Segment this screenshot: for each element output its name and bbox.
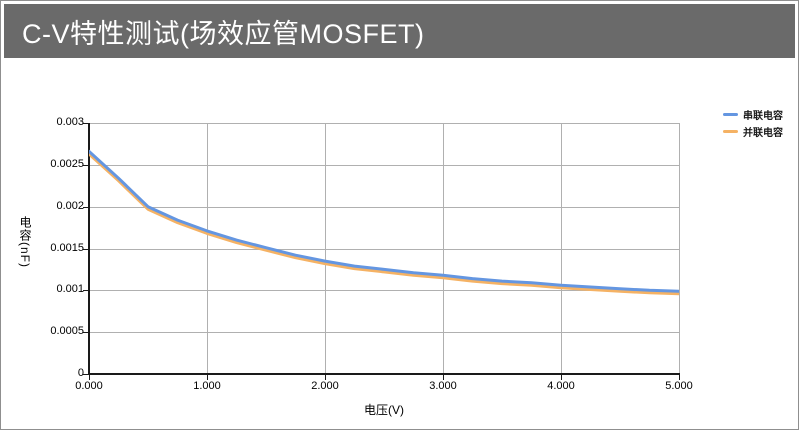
x-axis-title: 电压(V) bbox=[364, 403, 404, 417]
x-tick-mark bbox=[679, 375, 680, 380]
y-tick-mark bbox=[83, 206, 88, 208]
x-tick-mark bbox=[443, 375, 444, 380]
y-tick-label: 0.002 bbox=[56, 199, 84, 212]
page-title: C-V特性测试(场效应管MOSFET) bbox=[22, 18, 425, 49]
h-gridline bbox=[89, 248, 679, 250]
x-tick-label: 4.000 bbox=[547, 380, 575, 392]
chart-legend: 串联电容 并联电容 bbox=[723, 107, 783, 139]
y-tick-label: 0.0015 bbox=[50, 241, 84, 254]
x-tick-mark bbox=[89, 375, 90, 380]
y-tick-mark bbox=[83, 123, 88, 124]
y-axis-line bbox=[88, 123, 90, 375]
y-tick-label: 0.001 bbox=[56, 283, 84, 296]
h-gridline bbox=[89, 332, 679, 334]
y-tick-label: 0 bbox=[77, 367, 84, 379]
y-tick-label: 0.0025 bbox=[50, 157, 84, 170]
v-gridline bbox=[207, 123, 208, 374]
legend-line-swatch bbox=[723, 113, 738, 116]
x-tick-label: 0.000 bbox=[75, 380, 103, 392]
h-gridline bbox=[89, 206, 679, 208]
v-gridline bbox=[325, 123, 326, 374]
x-tick-mark bbox=[561, 375, 562, 380]
x-tick-label: 1.000 bbox=[193, 380, 221, 392]
y-tick-label: 0.003 bbox=[56, 116, 84, 128]
v-gridline bbox=[443, 123, 444, 374]
y-tick-mark bbox=[83, 374, 88, 375]
legend-item[interactable]: 并联电容 bbox=[723, 124, 783, 139]
series-line bbox=[89, 152, 679, 296]
v-gridline bbox=[561, 123, 562, 374]
y-axis-title: 电容(nF) bbox=[18, 216, 32, 268]
h-gridline bbox=[89, 123, 679, 124]
x-tick-label: 2.000 bbox=[311, 380, 339, 392]
y-tick-mark bbox=[83, 248, 88, 250]
x-tick-label: 5.000 bbox=[665, 380, 693, 392]
title-bar: C-V特性测试(场效应管MOSFET) bbox=[4, 4, 795, 58]
x-tick-mark bbox=[207, 375, 208, 380]
y-tick-mark bbox=[83, 332, 88, 334]
y-tick-mark bbox=[83, 290, 88, 292]
x-tick-mark bbox=[325, 375, 326, 380]
v-gridline bbox=[679, 123, 680, 374]
h-gridline bbox=[89, 164, 679, 166]
legend-label: 并联电容 bbox=[743, 128, 783, 139]
x-axis-line bbox=[88, 373, 680, 375]
legend-item[interactable]: 串联电容 bbox=[723, 107, 783, 122]
y-tick-mark bbox=[83, 164, 88, 166]
y-tick-label: 0.0005 bbox=[50, 325, 84, 338]
legend-label: 串联电容 bbox=[743, 111, 783, 122]
series-line bbox=[89, 149, 679, 293]
h-gridline bbox=[89, 290, 679, 292]
legend-line-swatch bbox=[723, 130, 738, 133]
x-tick-label: 3.000 bbox=[429, 380, 457, 392]
series-lines bbox=[89, 149, 679, 296]
